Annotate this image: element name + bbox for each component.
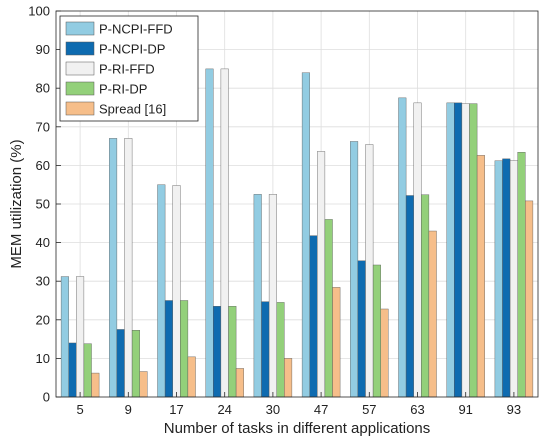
bar [324,219,333,398]
bar [517,152,526,398]
bar [476,155,485,398]
bar [317,151,326,398]
bar [228,306,237,398]
y-tick-label: 10 [36,351,50,366]
y-axis-title: MEM utilization (%) [8,139,25,268]
bar [268,194,277,398]
bar [301,72,310,398]
bar [253,194,262,398]
x-tick-label: 91 [458,402,472,417]
bar [332,287,341,398]
y-axis-ticks: 0 10 20 30 40 50 60 70 80 90 100 [28,4,61,405]
legend-swatch [65,61,95,76]
legend-swatch [65,21,95,36]
y-tick-label: 80 [36,81,50,96]
y-tick-label: 30 [36,274,50,289]
bar [372,264,381,398]
legend-swatch [65,81,95,96]
bar [405,195,414,398]
bar [469,103,478,398]
bar [213,306,222,398]
bar [454,102,463,398]
bar [220,68,229,398]
x-tick-label: 9 [125,402,132,417]
bar [365,144,374,398]
bar [446,102,455,398]
bar [494,160,503,398]
bar [350,141,359,398]
bar [116,329,125,398]
bar [68,342,77,398]
x-tick-label: 93 [507,402,521,417]
bar [398,97,407,398]
bar [413,102,422,398]
bar [421,194,430,398]
y-tick-label: 70 [36,119,50,134]
bar [205,68,214,398]
legend-label: P-NCPI-DP [99,42,165,57]
y-tick-label: 90 [36,42,50,57]
x-axis-ticks: 5 9 17 24 30 47 57 63 91 93 [76,392,521,417]
legend-swatch [65,41,95,56]
legend-label: P-RI-FFD [99,62,155,77]
x-tick-label: 5 [76,402,83,417]
bar [461,103,470,398]
bar [187,356,196,398]
bar [164,300,173,398]
x-tick-label: 24 [217,402,231,417]
legend-label: P-NCPI-FFD [99,22,173,37]
bar [284,358,293,398]
bar [76,276,85,398]
legend-label: P-RI-DP [99,82,147,97]
bar [509,160,518,398]
x-tick-label: 63 [410,402,424,417]
bars-group [60,68,534,398]
y-tick-label: 60 [36,158,50,173]
legend: P-NCPI-FFD P-NCPI-DP P-RI-FFD P-RI-DP Spread… [59,15,199,122]
bar [428,230,437,398]
bar [180,300,189,398]
bar [525,200,534,398]
bar [309,235,318,398]
legend-swatch [65,101,95,116]
x-tick-label: 30 [266,402,280,417]
x-tick-label: 57 [362,402,376,417]
bar [157,184,166,398]
bar [139,371,148,398]
bar [83,343,92,398]
y-tick-label: 50 [36,197,50,212]
bar [172,185,181,398]
x-axis-title: Number of tasks in different application… [164,420,431,437]
bar [357,260,366,398]
bar [380,308,389,398]
x-tick-label: 17 [169,402,183,417]
bar [276,302,285,398]
y-tick-label: 0 [43,390,50,405]
y-tick-label: 100 [28,4,50,19]
x-tick-label: 47 [314,402,328,417]
bar [502,158,511,398]
bar [124,138,133,398]
bar [60,276,69,398]
bar [131,330,140,398]
bar [91,372,100,398]
y-tick-label: 40 [36,235,50,250]
bar [261,301,270,398]
bar [235,368,244,398]
bar [109,138,118,398]
y-tick-label: 20 [36,312,50,327]
legend-label: Spread [16] [99,102,166,117]
